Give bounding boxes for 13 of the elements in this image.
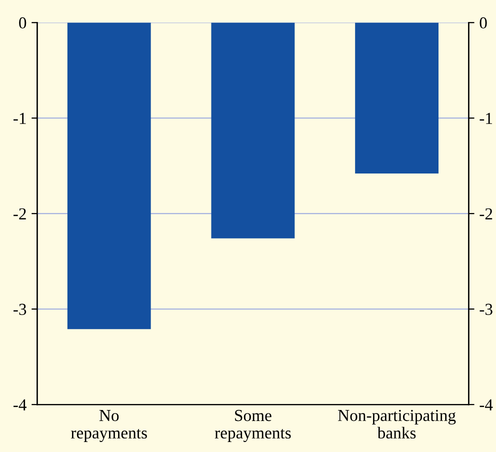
x-tick-label: No repayments <box>71 410 147 442</box>
y2-tick-label: -4 <box>480 399 493 410</box>
y2-tick-label: -3 <box>480 304 492 315</box>
y-tick-label: -3 <box>14 304 26 315</box>
y2-tick-label: 0 <box>480 17 487 29</box>
y-tick-label: 0 <box>19 17 26 29</box>
y-tick-label: -2 <box>14 208 26 220</box>
y-tick-label: -1 <box>14 112 26 124</box>
x-tick-label: Non-participating banks <box>338 410 456 439</box>
y-tick-label: -4 <box>14 399 27 410</box>
y2-tick-label: -2 <box>480 208 492 220</box>
x-tick-label: Some repayments <box>214 410 291 442</box>
y2-tick-label: -1 <box>480 112 492 124</box>
